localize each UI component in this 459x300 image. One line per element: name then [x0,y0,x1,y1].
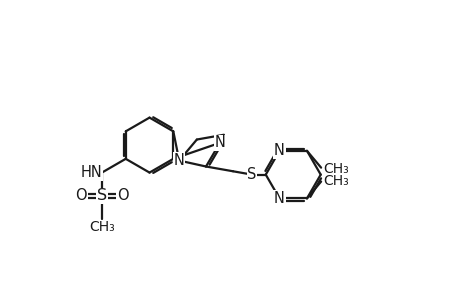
Text: N: N [274,143,284,158]
Text: CH₃: CH₃ [322,162,348,176]
Text: N: N [174,153,184,168]
Text: S: S [97,188,107,203]
Text: CH₃: CH₃ [89,220,115,234]
Text: N: N [274,191,284,206]
Text: CH₃: CH₃ [322,174,348,188]
Text: O: O [117,188,128,203]
Text: N: N [214,135,225,150]
Text: O: O [75,188,87,203]
Text: HN: HN [80,165,102,180]
Text: S: S [247,167,256,182]
